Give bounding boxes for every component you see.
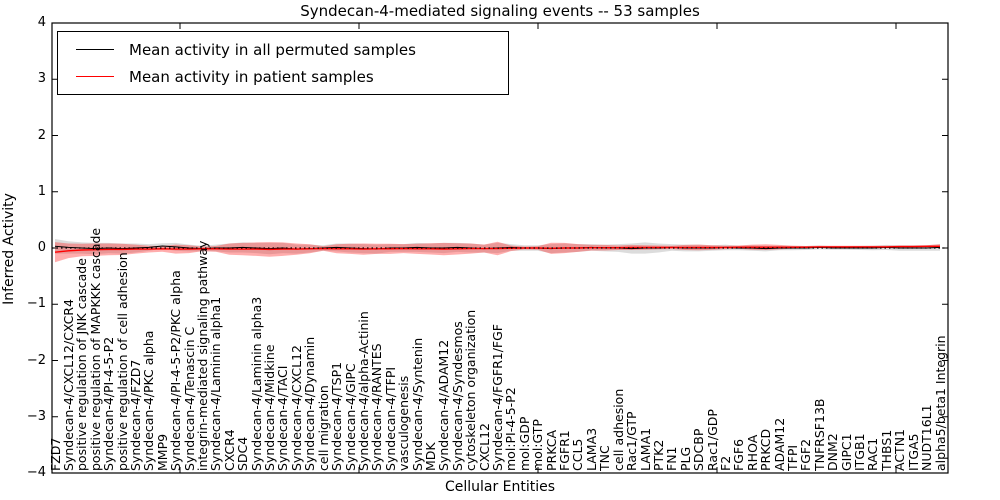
permuted-std-band (55, 239, 940, 255)
x-category-label: SDC4 (235, 436, 251, 471)
x-category-label: CXCL12 (476, 423, 492, 471)
legend-label-patient: Mean activity in patient samples (129, 67, 374, 86)
chart-title: Syndecan-4-mediated signaling events -- … (300, 2, 700, 20)
x-category-label: Syndecan-4/RANTES (369, 343, 385, 471)
y-tick-label: 2 (37, 127, 46, 143)
x-category-label: FGF2 (798, 438, 814, 471)
y-tick-label: −4 (26, 465, 46, 480)
x-category-label: Syndecan-4/PI-4-5-P2/PKC alpha (168, 270, 184, 471)
x-category-label: RAC1 (865, 437, 881, 471)
x-category-label: alpha5/beta1 Integrin (932, 335, 948, 471)
x-category-label: Syndecan-4/PI-4-5-P2 (101, 336, 117, 471)
x-category-label: positive regulation of JNK cascade (74, 258, 90, 471)
x-category-label: GIPC1 (838, 433, 854, 471)
x-category-label: FN1 (664, 446, 680, 472)
y-tick-label: 4 (37, 15, 46, 30)
x-axis-title: Cellular Entities (444, 479, 556, 495)
x-category-label: mol:PI-4-5-P2 (503, 387, 519, 471)
x-category-label: FGF6 (731, 438, 747, 471)
y-tick-label: −3 (26, 408, 46, 424)
patient-mean-line (54, 245, 940, 253)
x-category-label: cell adhesion (610, 388, 626, 471)
y-axis-title: Inferred Activity (1, 193, 17, 305)
x-category-label: positive regulation of cell adhesion (114, 252, 130, 471)
permuted-line-sample-icon (76, 49, 114, 50)
legend: Mean activity in all permuted samples Me… (57, 31, 509, 95)
x-category-label: Syndecan-4/Laminin alpha3 (248, 296, 264, 471)
y-tick-label: −1 (26, 296, 46, 312)
x-category-label: PRKCA (543, 429, 559, 471)
x-category-label: Syndecan-4/TACI (275, 365, 291, 471)
y-tick-label: 0 (37, 240, 46, 255)
legend-entry-permuted: Mean activity in all permuted samples (58, 38, 508, 62)
x-category-label: Rac1/GTP (624, 411, 640, 471)
x-category-label: Rac1/GDP (704, 409, 720, 471)
x-category-label: ACTN1 (892, 429, 908, 471)
x-category-label: TNC (597, 445, 613, 471)
y-tick-label: 3 (37, 71, 46, 87)
x-category-label: MMP9 (154, 433, 170, 471)
x-category-label: FZD7 (47, 437, 63, 471)
x-category-label: PRKCD (758, 428, 774, 471)
patient-line-sample-icon (76, 76, 114, 77)
x-category-label: CXCR4 (221, 429, 237, 471)
x-category-label: NUDT16L1 (919, 404, 935, 471)
legend-entry-patient: Mean activity in patient samples (58, 65, 508, 89)
x-category-label: cell migration (315, 385, 331, 471)
x-category-label: Syndecan-4/Laminin alpha1 (208, 296, 224, 471)
x-category-label: LAMA1 (637, 427, 653, 471)
x-category-label: Syndecan-4/TFPI (382, 366, 398, 471)
x-category-label: cytoskeleton organization (463, 309, 479, 471)
x-category-label: mol:GTP (530, 419, 546, 471)
x-category-label: DNM2 (825, 433, 841, 471)
x-category-label: vasculogenesis (396, 375, 412, 471)
y-tick-label: 1 (37, 183, 46, 199)
x-category-label: Syndecan-4/PKC alpha (141, 330, 157, 471)
x-category-label: Syndecan-4/TSP1 (329, 361, 345, 471)
x-category-label: ITGA5 (905, 433, 921, 471)
y-tick-label: −2 (26, 352, 46, 368)
x-category-label: mol:GDP (516, 416, 532, 471)
x-category-label: Syndecan-4/GIPC (342, 363, 358, 471)
x-category-label: CCL5 (570, 438, 586, 471)
x-category-label: Syndecan-4/Dynamin (302, 336, 318, 471)
x-category-label: positive regulation of MAPKKK cascade (87, 227, 103, 471)
x-category-label: SDCBP (691, 428, 707, 471)
x-category-label: Syndecan-4/ADAM12 (436, 339, 452, 471)
x-category-label: Syndecan-4/Syntenin (409, 337, 425, 471)
x-category-label: Syndecan-4/Syndesmos (449, 321, 465, 471)
x-category-label: RHOA (744, 434, 760, 471)
legend-label-permuted: Mean activity in all permuted samples (129, 40, 416, 59)
x-category-label: ADAM12 (771, 417, 787, 471)
x-category-label: PLG (677, 446, 693, 471)
x-category-label: Syndecan-4/Tenascin C (181, 326, 197, 471)
x-category-label: TNFRSF13B (811, 398, 827, 471)
